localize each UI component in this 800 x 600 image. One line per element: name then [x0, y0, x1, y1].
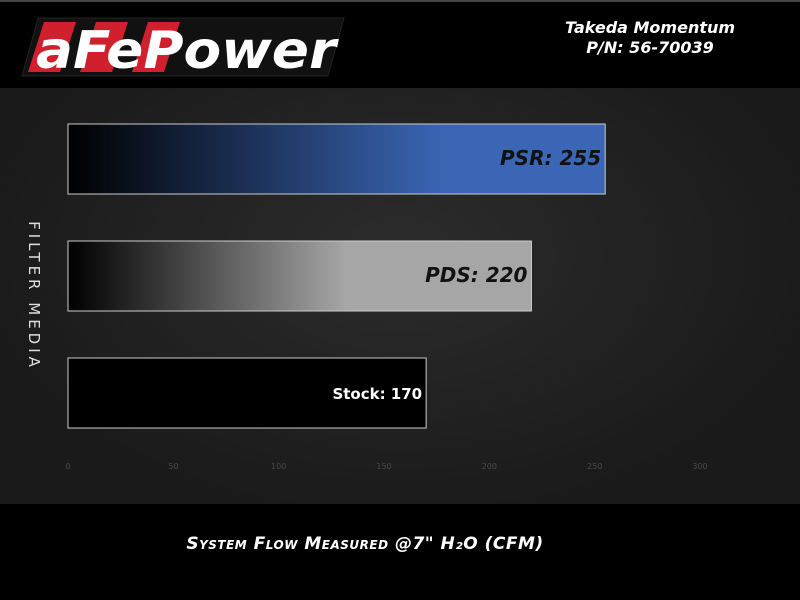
x-axis-label: System Flow Measured @7" H₂O (CFM): [186, 534, 544, 554]
header: aFePower Takeda Momentum P/N: 56-70039: [0, 0, 800, 88]
x-tick-label: 250: [587, 462, 602, 471]
x-tick-label: 300: [692, 462, 707, 471]
data-label-pds: PDS: 220: [425, 263, 527, 287]
afe-power-logo: aFePower: [21, 17, 345, 80]
x-tick-label: 200: [482, 462, 497, 471]
x-tick-label: 100: [271, 462, 286, 471]
x-tick-label: 0: [65, 462, 70, 471]
x-tick-label: 50: [168, 462, 178, 471]
chart-title: Takeda Momentum: [564, 18, 736, 37]
svg-text:aFePower: aFePower: [36, 21, 340, 80]
bar-pds: [67, 240, 532, 312]
bar-psr: [67, 123, 606, 195]
part-number: P/N: 56-70039: [586, 38, 714, 57]
data-label-psr: PSR: 255: [500, 146, 601, 170]
data-label-stock: Stock: 170: [332, 385, 422, 403]
bar-stock: [67, 357, 427, 429]
x-tick-label: 150: [376, 462, 391, 471]
